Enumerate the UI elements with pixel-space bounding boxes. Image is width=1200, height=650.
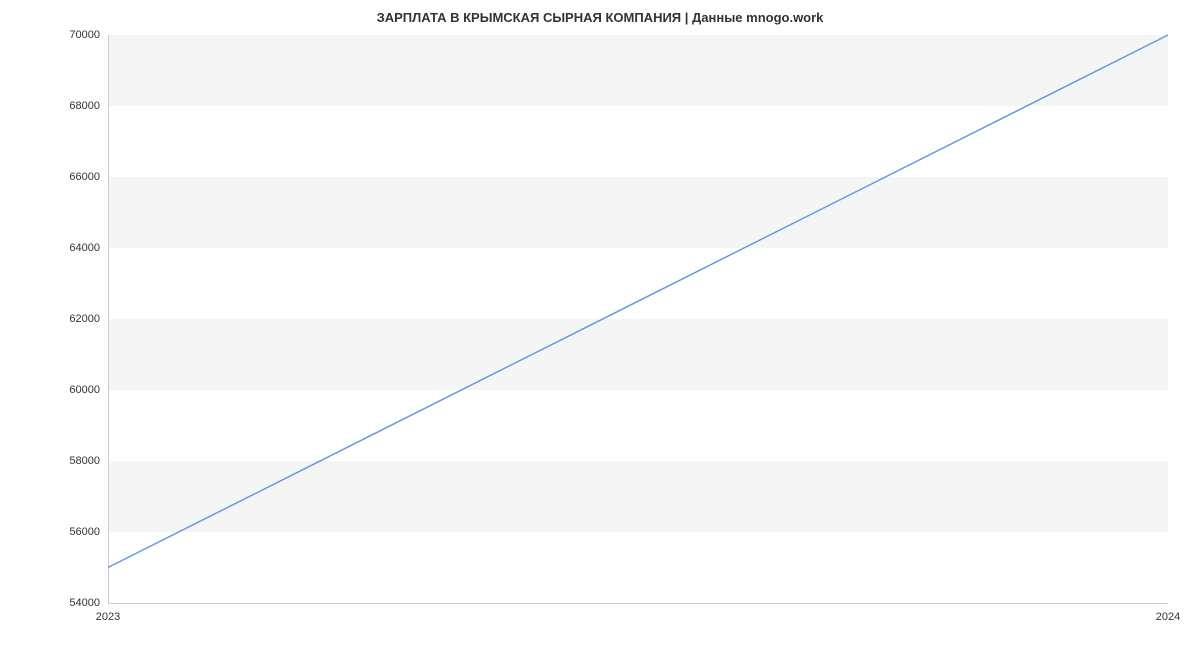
y-tick-label: 62000 [69,313,108,325]
y-tick-label: 60000 [69,384,108,396]
y-tick-label: 68000 [69,100,108,112]
chart-svg [108,35,1168,603]
y-tick-label: 70000 [69,29,108,41]
x-tick-label: 2024 [1156,603,1180,623]
x-axis-line [108,603,1168,604]
series-line [108,35,1168,568]
chart-title: ЗАРПЛАТА В КРЫМСКАЯ СЫРНАЯ КОМПАНИЯ | Да… [0,10,1200,25]
x-tick-label: 2023 [96,603,120,623]
y-tick-label: 64000 [69,242,108,254]
y-tick-label: 58000 [69,455,108,467]
y-tick-label: 56000 [69,526,108,538]
plot-area: 5400056000580006000062000640006600068000… [108,35,1168,603]
y-tick-label: 66000 [69,171,108,183]
